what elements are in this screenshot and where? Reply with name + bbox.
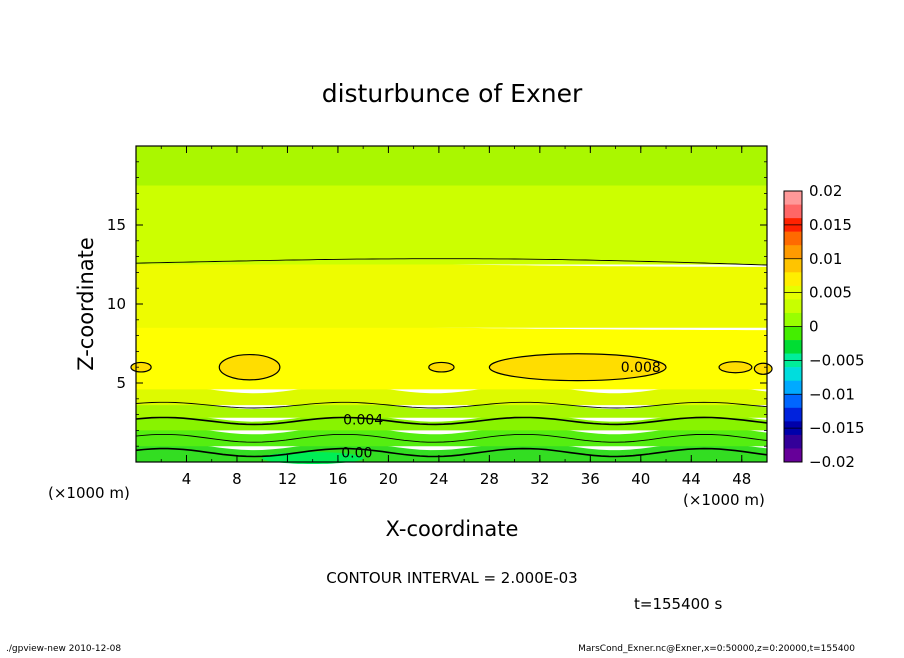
x-tick-label: 20: [379, 470, 398, 488]
contour-labels: 0.008 0.004 0.00: [341, 360, 661, 461]
time-label: t=155400 s: [634, 595, 722, 613]
x-tick-label: 4: [182, 470, 192, 488]
colorbar-swatch: [784, 367, 802, 381]
colorbar-label: 0.02: [809, 182, 842, 200]
colorbar-swatch: [784, 245, 802, 260]
x-tick-label: 48: [732, 470, 751, 488]
colorbar-swatch: [784, 448, 802, 463]
x-tick-label: 8: [232, 470, 242, 488]
colorbar-swatch: [784, 299, 802, 314]
colorbar-swatch: [784, 407, 802, 422]
plot-area: [130, 146, 773, 465]
colorbar-label: 0: [809, 318, 819, 336]
x-axis-label: X-coordinate: [386, 517, 519, 541]
footer-right: MarsCond_Exner.nc@Exner,x=0:50000,z=0:20…: [578, 644, 855, 654]
footer-left: ./gpview-new 2010-12-08: [6, 644, 121, 654]
chart-title: disturbunce of Exner: [322, 79, 583, 108]
contour-line: [135, 416, 768, 426]
contour-line: [135, 433, 768, 443]
contour-interval: CONTOUR INTERVAL = 2.000E-03: [326, 569, 577, 587]
colorbar-label: 0.005: [809, 284, 852, 302]
y-tick-label: 5: [116, 374, 126, 392]
warm-blob: [218, 353, 281, 381]
colorbar-swatch: [784, 312, 802, 327]
y-tick-label: 15: [107, 216, 126, 234]
warm-blob: [753, 362, 773, 375]
contour-label: 0.004: [343, 412, 383, 428]
contour-band: [136, 426, 767, 447]
x-tick-label: 12: [278, 470, 297, 488]
contour-band: [136, 401, 767, 418]
x-tick-label: 32: [530, 470, 549, 488]
colorbar-label: 0.01: [809, 250, 842, 268]
colorbar-swatch: [784, 258, 802, 273]
colorbar-swatch: [784, 191, 802, 205]
y-unit-label: (×1000 m): [683, 491, 765, 509]
colorbar: 0.02 0.015 0.01 0.005 0 −0.005 −0.01 −0.015 −0.0…: [783, 182, 865, 471]
y-tick-label: 10: [107, 295, 126, 313]
warm-blob: [718, 361, 753, 374]
x-unit-label: (×1000 m): [48, 484, 130, 502]
x-tick-label: 44: [682, 470, 701, 488]
contour-label: 0.00: [341, 446, 372, 462]
colorbar-swatch: [784, 434, 802, 449]
colorbar-swatch: [784, 340, 802, 354]
colorbar-label: −0.01: [809, 385, 855, 403]
warm-blob: [428, 361, 455, 373]
contour-band: [136, 185, 767, 265]
colorbar-swatch: [784, 204, 802, 219]
y-axis: 5 10 15: [107, 145, 767, 463]
contour-band: [136, 262, 767, 328]
contour-label: 0.008: [621, 360, 661, 376]
colorbar-label: −0.015: [809, 419, 865, 437]
colorbar-swatch: [784, 231, 802, 246]
contour-band: [136, 413, 767, 431]
warm-blob: [130, 361, 152, 373]
contour-band: [136, 385, 767, 406]
colorbar-label: −0.02: [809, 453, 855, 471]
contour-band: [136, 146, 767, 186]
x-tick-label: 16: [328, 470, 347, 488]
colorbar-swatch: [784, 380, 802, 395]
x-tick-label: 36: [581, 470, 600, 488]
contour-line: [135, 258, 768, 266]
x-tick-label: 40: [631, 470, 650, 488]
colorbar-swatch: [784, 326, 802, 341]
colorbar-swatch: [784, 394, 802, 409]
colorbar-swatch: [784, 272, 802, 287]
colorbar-label: 0.015: [809, 216, 852, 234]
contour-line: [135, 401, 768, 409]
x-axis: 4 8 12 16 20 24 28 32 36 40 44 48: [135, 146, 768, 488]
y-axis-label: Z-coordinate: [74, 237, 98, 371]
contour-lines: [135, 258, 768, 458]
warm-blob: [488, 353, 667, 382]
x-tick-label: 24: [429, 470, 448, 488]
x-tick-label: 28: [480, 470, 499, 488]
contour-line: [135, 447, 768, 458]
colorbar-label: −0.005: [809, 351, 865, 369]
